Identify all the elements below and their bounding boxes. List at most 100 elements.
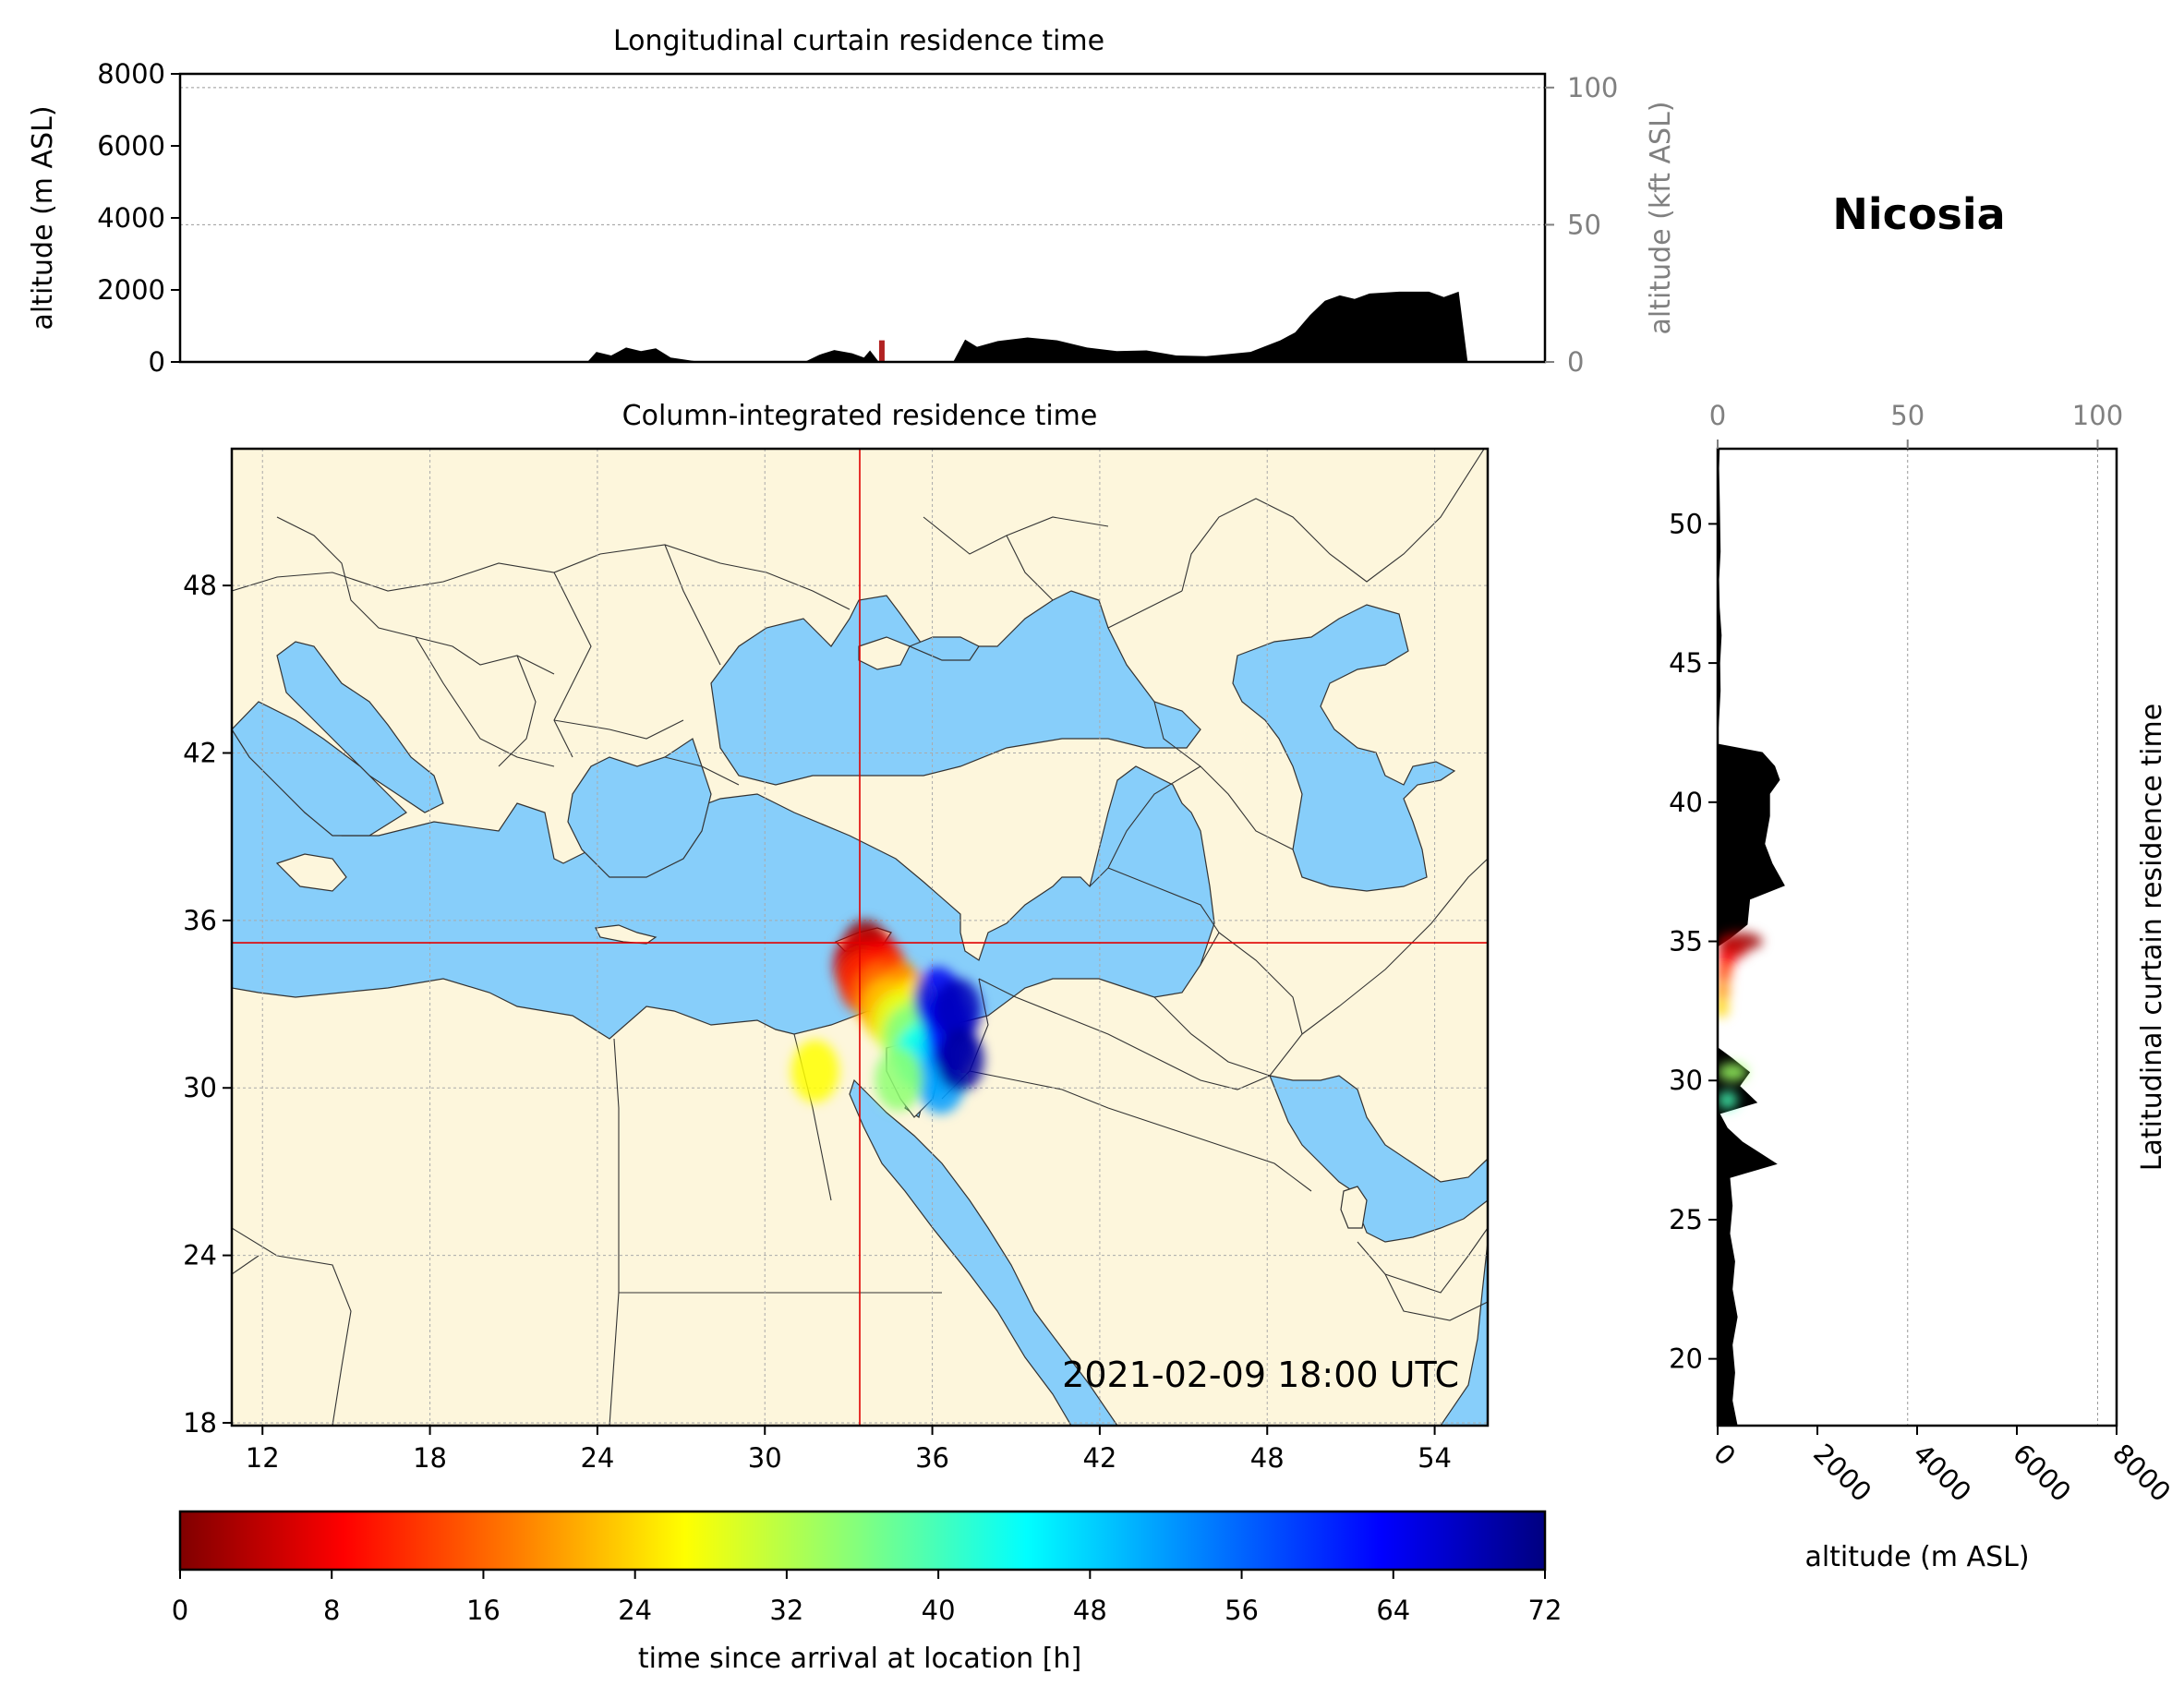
latitudinal-top-ticklabel: 50 bbox=[1890, 400, 1925, 431]
latitudinal-residence-cell bbox=[1718, 965, 1732, 984]
longitudinal-right-ticklabel: 50 bbox=[1567, 209, 1601, 240]
map-x-ticklabel: 42 bbox=[1082, 1442, 1116, 1474]
map-x-ticks: 12 18 24 30 36 42 48 54 bbox=[246, 1426, 1452, 1474]
aegean-sea bbox=[567, 738, 712, 878]
longitudinal-title: Longitudinal curtain residence time bbox=[613, 25, 1104, 57]
colorbar-ticklabel: 8 bbox=[323, 1595, 340, 1626]
longitudinal-ylabel: altitude (m ASL) bbox=[27, 105, 59, 330]
map-country-borders bbox=[232, 449, 1488, 1426]
latitudinal-top-ticklabel: 100 bbox=[2072, 400, 2123, 431]
colorbar-ticklabel: 24 bbox=[618, 1595, 652, 1626]
longitudinal-terrain-area bbox=[180, 291, 1468, 362]
latitudinal-x-ticklabel: 0 bbox=[1707, 1438, 1742, 1472]
persian-gulf bbox=[1269, 1075, 1488, 1243]
gulf-of-oman bbox=[1440, 1241, 1488, 1426]
colorbar-ticklabel: 48 bbox=[1073, 1595, 1107, 1626]
map-y-ticklabel: 18 bbox=[183, 1407, 217, 1439]
latitudinal-y-ticklabel: 35 bbox=[1669, 926, 1703, 957]
map-x-ticklabel: 48 bbox=[1250, 1442, 1285, 1474]
longitudinal-y-ticklabel: 4000 bbox=[97, 202, 165, 234]
residence-plume bbox=[790, 920, 984, 1114]
latitudinal-top-ticks: 0 50 100 bbox=[1709, 400, 2123, 449]
colorbar-ticklabel: 72 bbox=[1528, 1595, 1563, 1626]
map-seas bbox=[232, 590, 1488, 1426]
longitudinal-y-ticklabel: 0 bbox=[149, 346, 165, 378]
longitudinal-residence-marker bbox=[878, 340, 885, 362]
colorbar-ticklabel: 0 bbox=[172, 1595, 188, 1626]
crete-island bbox=[595, 924, 658, 945]
colorbar-ticklabel: 64 bbox=[1376, 1595, 1410, 1626]
map-x-ticklabel: 24 bbox=[580, 1442, 614, 1474]
colorbar-ticks: 0 8 16 24 32 40 48 56 64 72 bbox=[172, 1570, 1563, 1626]
latitudinal-y-ticklabel: 20 bbox=[1669, 1343, 1703, 1375]
map-x-ticklabel: 36 bbox=[915, 1442, 949, 1474]
latitudinal-y-ticklabel: 45 bbox=[1669, 647, 1703, 679]
tyrrhenian-sea bbox=[232, 701, 407, 837]
qatar-peninsula bbox=[1340, 1186, 1368, 1229]
map-y-ticklabel: 24 bbox=[183, 1240, 217, 1271]
colorbar-gradient bbox=[178, 1510, 1547, 1572]
longitudinal-y-ticks: 0 2000 4000 6000 8000 bbox=[97, 58, 180, 378]
latitudinal-x-ticklabel: 2000 bbox=[1807, 1438, 1877, 1508]
longitudinal-right-ticklabel: 0 bbox=[1567, 346, 1584, 378]
colorbar-ticklabel: 16 bbox=[466, 1595, 501, 1626]
colorbar-ticklabel: 40 bbox=[922, 1595, 956, 1626]
latitudinal-y-ticklabel: 25 bbox=[1669, 1204, 1703, 1235]
latitudinal-top-ticklabel: 0 bbox=[1709, 400, 1726, 431]
sicily-island bbox=[275, 853, 347, 892]
red-sea bbox=[849, 1078, 1118, 1426]
map-x-ticklabel: 54 bbox=[1418, 1442, 1452, 1474]
column-map-panel: Column-integrated residence time bbox=[183, 400, 1490, 1474]
longitudinal-y-ticklabel: 8000 bbox=[97, 58, 165, 90]
longitudinal-y-ticklabel: 2000 bbox=[97, 274, 165, 306]
map-x-ticklabel: 30 bbox=[748, 1442, 782, 1474]
latitudinal-residence-cell bbox=[1718, 1090, 1738, 1110]
latitudinal-residence-cell bbox=[1718, 998, 1730, 1018]
latitudinal-grid bbox=[1717, 449, 2098, 1426]
map-y-ticklabel: 42 bbox=[183, 737, 217, 768]
longitudinal-y-ticklabel: 6000 bbox=[97, 130, 165, 162]
latitudinal-y-ticklabel: 40 bbox=[1669, 787, 1703, 818]
latitudinal-residence-cell bbox=[1718, 981, 1731, 1001]
latitudinal-residence-cell bbox=[1718, 1063, 1748, 1082]
map-y-ticklabel: 48 bbox=[183, 570, 217, 601]
latitudinal-residence-cell bbox=[1718, 951, 1735, 970]
plume-cell bbox=[933, 978, 982, 1042]
latitudinal-y-ticklabel: 50 bbox=[1669, 508, 1703, 539]
longitudinal-curtain-panel: Longitudinal curtain residence time 0 200… bbox=[27, 25, 1677, 378]
adriatic-sea bbox=[276, 641, 444, 813]
map-y-ticklabel: 36 bbox=[183, 905, 217, 936]
colorbar-panel: 0 8 16 24 32 40 48 56 64 72 time since arrival at… bbox=[172, 1510, 1563, 1675]
station-name: Nicosia bbox=[1832, 189, 2005, 239]
column-title: Column-integrated residence time bbox=[622, 400, 1098, 432]
map-axes-frame bbox=[230, 447, 1490, 1427]
latitudinal-y-ticks: 20 25 30 35 40 45 50 bbox=[1669, 508, 1718, 1375]
latitudinal-x-ticklabel: 8000 bbox=[2106, 1438, 2177, 1508]
latitudinal-x-ticks: 0 2000 4000 6000 8000 bbox=[1707, 1426, 2177, 1508]
longitudinal-right-ticklabel: 100 bbox=[1567, 72, 1618, 103]
latitudinal-xlabel: altitude (m ASL) bbox=[1804, 1541, 2029, 1573]
longitudinal-right-ticks: 0 50 100 bbox=[1545, 72, 1618, 378]
caspian-sea bbox=[1232, 604, 1456, 892]
map-x-ticklabel: 18 bbox=[413, 1442, 447, 1474]
map-y-ticks: 18 24 30 36 42 48 bbox=[183, 570, 232, 1439]
latitudinal-title: Latitudinal curtain residence time bbox=[2136, 704, 2168, 1171]
crimea-peninsula bbox=[858, 636, 911, 670]
plume-cell bbox=[875, 1048, 923, 1112]
latitudinal-residence bbox=[1718, 932, 1763, 1110]
colorbar-label: time since arrival at location [h] bbox=[638, 1643, 1081, 1675]
plume-cell bbox=[790, 1040, 839, 1103]
latitudinal-x-ticklabel: 4000 bbox=[1907, 1438, 1977, 1508]
longitudinal-ylabel-right: altitude (kft ASL) bbox=[1645, 101, 1677, 334]
map-x-ticklabel: 12 bbox=[246, 1442, 280, 1474]
latitudinal-axes-frame bbox=[1716, 447, 2118, 1427]
timestamp-label: 2021-02-09 18:00 UTC bbox=[1062, 1355, 1459, 1395]
colorbar-ticklabel: 56 bbox=[1225, 1595, 1259, 1626]
colorbar-ticklabel: 32 bbox=[769, 1595, 803, 1626]
plume-cell bbox=[935, 1029, 984, 1092]
map-y-ticklabel: 30 bbox=[183, 1072, 217, 1103]
latitudinal-x-ticklabel: 6000 bbox=[2007, 1438, 2077, 1508]
latitudinal-y-ticklabel: 30 bbox=[1669, 1065, 1703, 1096]
